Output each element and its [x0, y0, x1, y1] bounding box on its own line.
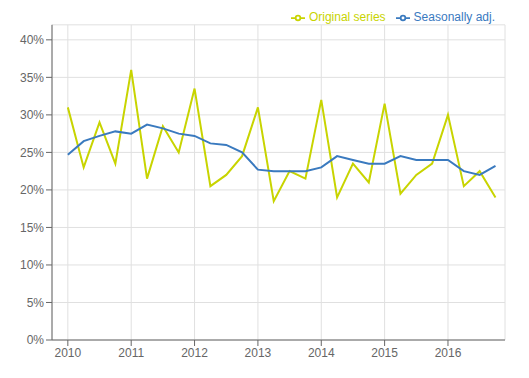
svg-text:35%: 35% — [20, 71, 44, 85]
svg-text:25%: 25% — [20, 146, 44, 160]
svg-text:15%: 15% — [20, 221, 44, 235]
svg-text:2010: 2010 — [54, 346, 81, 360]
svg-text:2011: 2011 — [118, 346, 144, 360]
svg-text:20%: 20% — [20, 183, 44, 197]
html-text:Seasonally adj.: Seasonally adj. — [413, 10, 495, 24]
svg-text:30%: 30% — [20, 108, 44, 122]
svg-text:2012: 2012 — [181, 346, 208, 360]
svg-text:0%: 0% — [27, 333, 45, 347]
html-text:Original series: Original series — [308, 10, 386, 24]
svg-text:2013: 2013 — [245, 346, 272, 360]
svg-text:2016: 2016 — [435, 346, 462, 360]
svg-text:2015: 2015 — [371, 346, 398, 360]
svg-text:5%: 5% — [27, 296, 45, 310]
svg-text:10%: 10% — [20, 258, 44, 272]
svg-text:40%: 40% — [20, 33, 44, 47]
svg-text:2014: 2014 — [308, 346, 335, 360]
